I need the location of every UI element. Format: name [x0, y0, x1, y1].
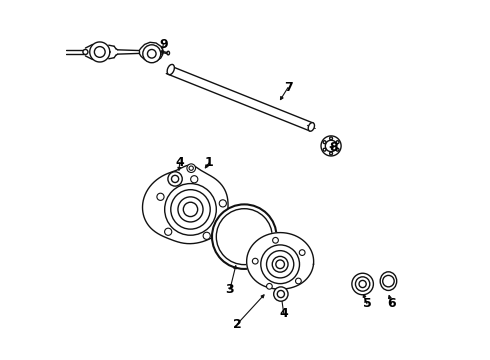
Circle shape	[330, 152, 333, 155]
Circle shape	[359, 280, 366, 288]
Circle shape	[277, 291, 285, 298]
Text: 7: 7	[284, 81, 293, 94]
Text: 4: 4	[175, 156, 184, 169]
Circle shape	[295, 278, 301, 284]
Circle shape	[165, 228, 172, 235]
Circle shape	[183, 202, 197, 217]
Circle shape	[191, 176, 198, 183]
Text: 3: 3	[225, 283, 234, 296]
Text: 5: 5	[363, 297, 371, 310]
Circle shape	[267, 251, 294, 278]
Circle shape	[383, 275, 394, 287]
Circle shape	[323, 148, 326, 151]
Circle shape	[330, 137, 333, 140]
Circle shape	[219, 200, 226, 207]
Ellipse shape	[167, 64, 174, 75]
Text: 6: 6	[387, 297, 395, 310]
Circle shape	[172, 175, 179, 183]
Polygon shape	[246, 233, 314, 289]
Circle shape	[272, 238, 278, 243]
Circle shape	[323, 141, 326, 144]
Circle shape	[157, 193, 164, 201]
Circle shape	[276, 260, 285, 269]
Circle shape	[147, 49, 156, 58]
Text: 8: 8	[330, 140, 338, 153]
Text: 2: 2	[233, 318, 242, 331]
Ellipse shape	[83, 49, 88, 54]
Circle shape	[168, 172, 182, 186]
Text: 4: 4	[279, 307, 288, 320]
Circle shape	[203, 232, 210, 239]
Circle shape	[165, 184, 216, 235]
Ellipse shape	[380, 272, 397, 291]
Circle shape	[143, 45, 161, 63]
Circle shape	[261, 245, 299, 284]
Text: 1: 1	[205, 156, 214, 169]
Circle shape	[187, 164, 196, 172]
Polygon shape	[143, 165, 231, 244]
Circle shape	[252, 258, 258, 264]
Circle shape	[212, 204, 276, 269]
Circle shape	[272, 256, 288, 272]
Circle shape	[352, 273, 373, 295]
Circle shape	[299, 250, 305, 256]
Circle shape	[321, 136, 341, 156]
Circle shape	[189, 166, 194, 170]
Circle shape	[171, 190, 210, 229]
Circle shape	[336, 141, 339, 144]
Circle shape	[325, 140, 337, 152]
Circle shape	[336, 148, 339, 151]
Circle shape	[216, 209, 272, 265]
Ellipse shape	[167, 51, 170, 55]
Circle shape	[95, 46, 105, 57]
Circle shape	[267, 283, 272, 289]
Circle shape	[274, 287, 288, 301]
Ellipse shape	[308, 123, 315, 131]
Circle shape	[355, 277, 370, 291]
Circle shape	[178, 197, 203, 222]
Text: 9: 9	[159, 38, 168, 51]
